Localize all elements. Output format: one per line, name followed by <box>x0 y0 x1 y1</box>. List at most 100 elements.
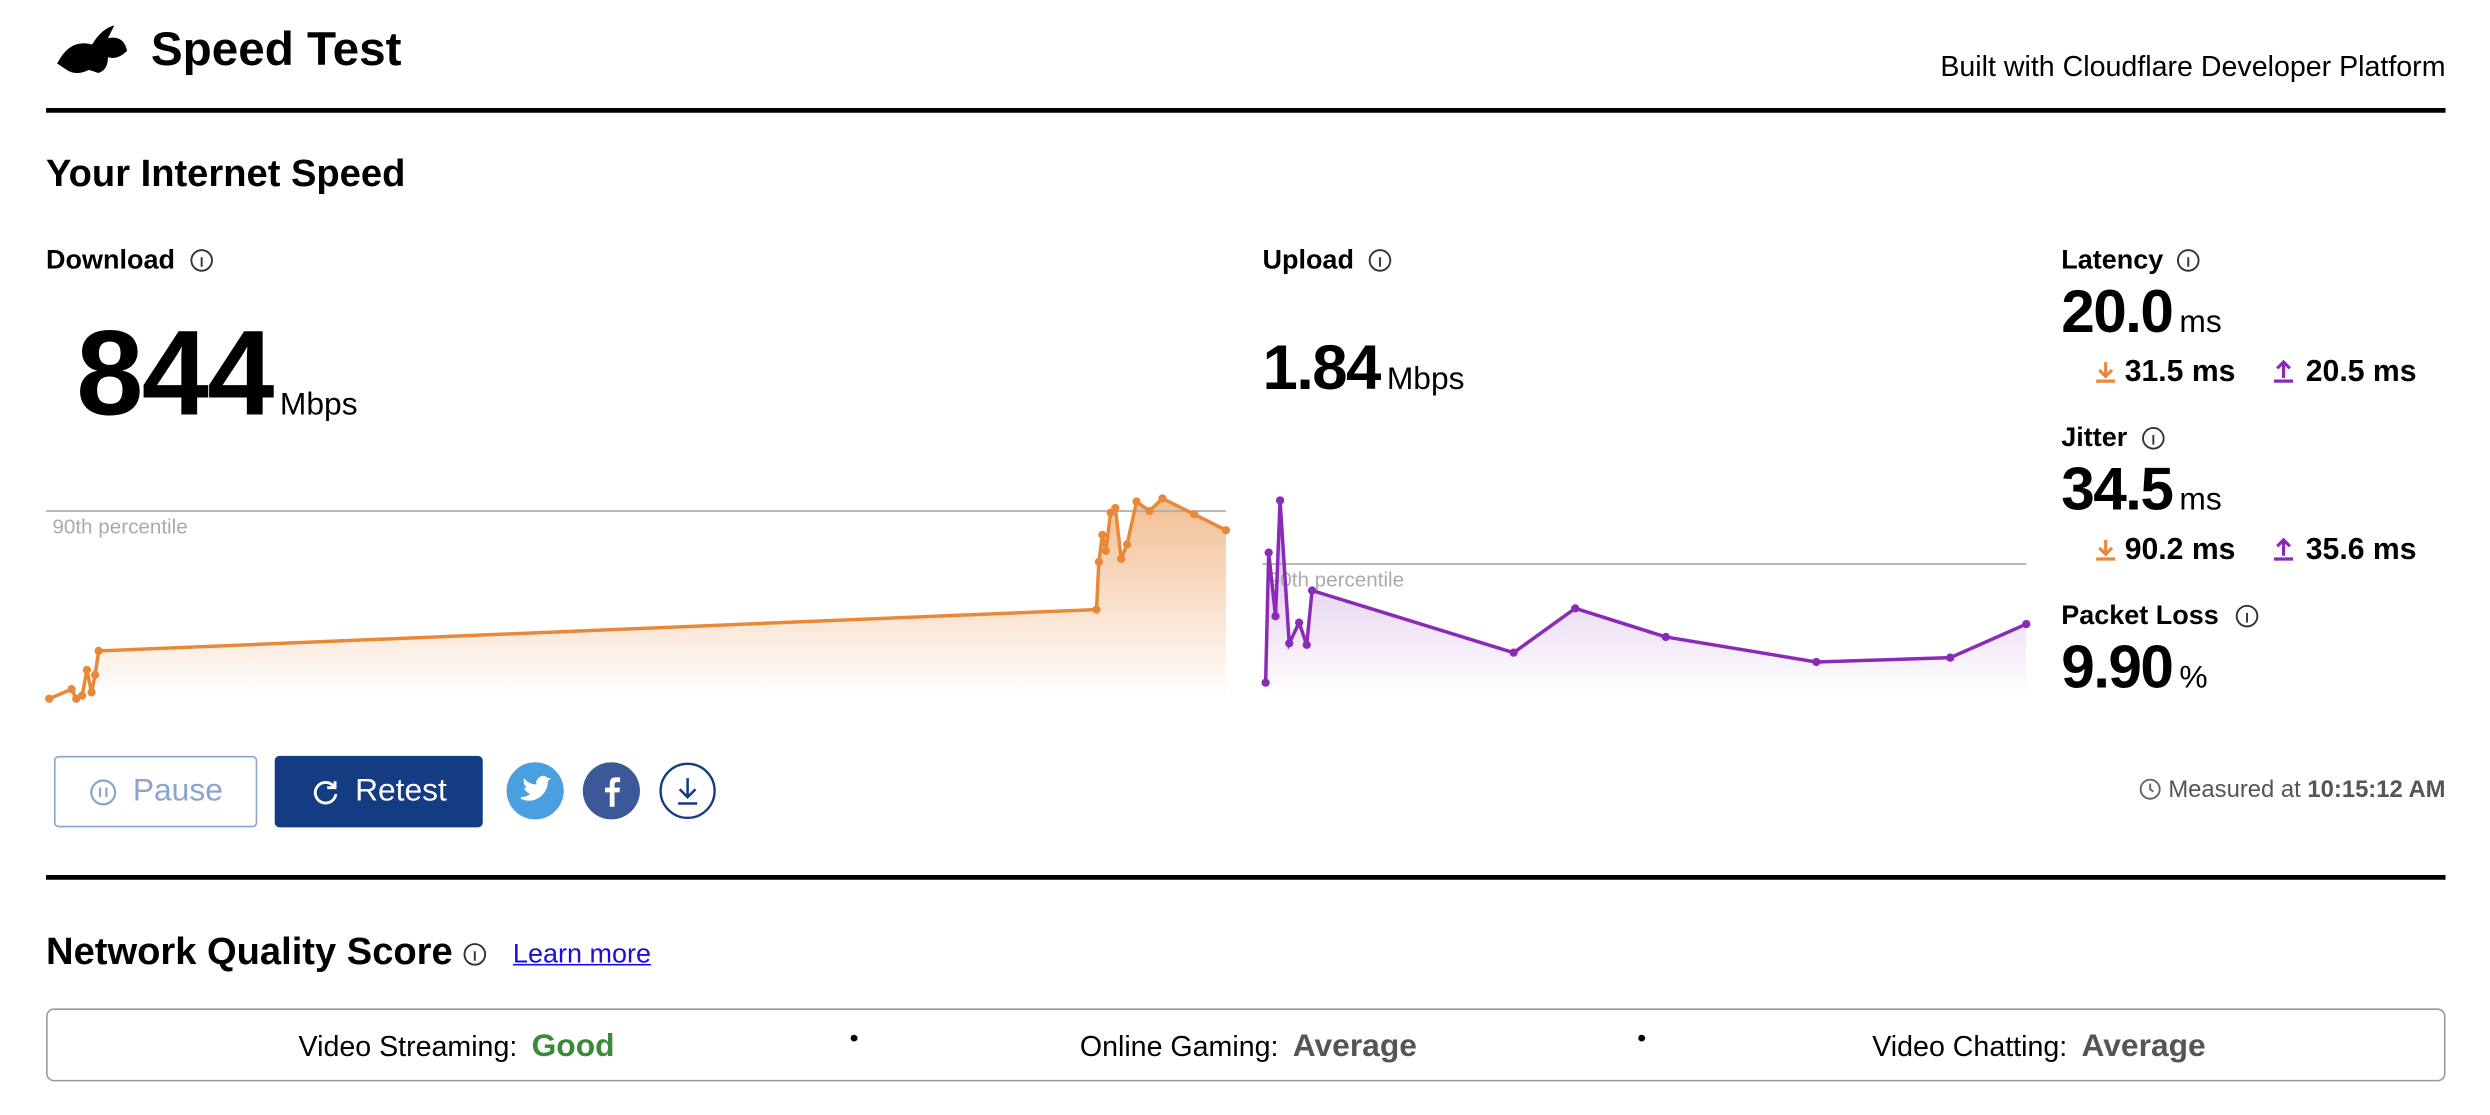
point <box>45 694 54 703</box>
divider <box>46 107 2446 113</box>
percentile-label: 90th percentile <box>52 515 187 538</box>
retest-label: Retest <box>355 773 447 809</box>
clock-icon <box>2140 778 2162 800</box>
download-value: 844 Mbps <box>76 305 357 443</box>
latency-down: 31.5 ms <box>2124 355 2236 390</box>
point <box>1190 510 1199 519</box>
point <box>1098 530 1107 539</box>
point <box>1221 526 1231 535</box>
percentile-label: 90th percentile <box>1269 568 1404 591</box>
point <box>1294 618 1304 627</box>
share-buttons <box>506 762 716 820</box>
quality-label: Video Streaming: <box>298 1030 518 1063</box>
measured-time: 10:15:12 AM <box>2307 776 2446 804</box>
logo <box>57 25 128 74</box>
packet-loss-number: 9.90 <box>2061 635 2174 702</box>
point <box>78 691 87 700</box>
download-button[interactable] <box>659 762 716 820</box>
info-icons <box>190 249 2259 966</box>
point <box>1261 678 1270 687</box>
point <box>2022 619 2031 629</box>
tagline: Built with Cloudflare Developer Platform <box>1940 50 2446 83</box>
jitter-value: 34.5 ms <box>2061 457 2222 525</box>
section-title: Your Internet Speed <box>46 152 406 196</box>
upload-number: 1.84 <box>1262 333 1381 404</box>
jitter-unit: ms <box>2179 482 2222 518</box>
point <box>1571 604 1580 613</box>
point <box>1946 653 1955 662</box>
download-number: 844 <box>76 306 274 442</box>
latency-unit: ms <box>2179 304 2222 340</box>
download-label: Download <box>46 244 176 275</box>
packet-loss-unit: % <box>2179 660 2208 696</box>
pause-button[interactable]: Pause <box>53 755 258 828</box>
twitter-button[interactable] <box>506 762 564 820</box>
latency-up: 20.5 ms <box>2305 355 2417 390</box>
packet-loss-label: Packet Loss <box>2061 600 2219 631</box>
speed-line <box>1263 500 2027 683</box>
pause-icon <box>89 778 116 805</box>
direction-icons <box>2096 359 2294 561</box>
point <box>67 685 76 694</box>
point <box>1132 497 1141 506</box>
quality-box <box>46 1008 2446 1082</box>
point <box>1509 648 1518 657</box>
area <box>1265 500 2027 696</box>
latency-label: Latency <box>2061 244 2164 275</box>
learn-more-link[interactable]: Learn more <box>512 938 651 969</box>
app-title: Speed Test <box>150 23 402 77</box>
point <box>87 688 96 697</box>
point <box>1307 586 1317 595</box>
quality-item: Online Gaming: Average <box>1080 1029 1417 1066</box>
point <box>94 646 103 656</box>
separator: • <box>1637 1025 1647 1053</box>
point <box>82 665 92 675</box>
jitter-down: 90.2 ms <box>2124 533 2236 567</box>
point <box>1117 554 1126 564</box>
point <box>1275 496 1285 505</box>
jitter-number: 34.5 <box>2061 457 2174 525</box>
packet-loss-value: 9.90 % <box>2061 635 2207 703</box>
point <box>1122 540 1132 549</box>
jitter-up: 35.6 ms <box>2305 533 2417 567</box>
measured-label: Measured at <box>2168 776 2301 804</box>
quality-item: Video Streaming: Good <box>299 1029 615 1066</box>
quality-rating: Average <box>2081 1029 2206 1064</box>
facebook-button[interactable] <box>582 762 640 820</box>
point <box>1158 494 1167 503</box>
point <box>1101 546 1111 556</box>
quality-label: Online Gaming: <box>1079 1030 1279 1063</box>
point <box>1094 557 1103 567</box>
point <box>1661 632 1670 642</box>
jitter-label: Jitter <box>2061 422 2128 453</box>
point <box>1145 506 1154 516</box>
point <box>1092 605 1101 614</box>
point <box>1302 640 1311 649</box>
download-unit: Mbps <box>279 387 358 423</box>
quality-label: Video Chatting: <box>1872 1030 2068 1063</box>
retest-button[interactable]: Retest <box>274 755 483 828</box>
upload-value: 1.84 Mbps <box>1262 333 1464 404</box>
point <box>1111 503 1120 513</box>
quality-rating: Good <box>531 1029 615 1064</box>
point <box>90 670 100 680</box>
quality-item: Video Chatting: Average <box>1872 1029 2205 1066</box>
retest-icon <box>313 780 337 804</box>
divider <box>46 874 2446 880</box>
point <box>1271 612 1280 621</box>
upload-label: Upload <box>1262 244 1354 275</box>
upload-unit: Mbps <box>1386 362 1465 397</box>
measured: Measured at 10:15:12 AM <box>2139 776 2446 804</box>
quality-title: Network Quality Score <box>46 930 453 974</box>
area <box>49 498 1226 699</box>
separator: • <box>849 1025 859 1053</box>
point <box>1264 548 1273 557</box>
pause-label: Pause <box>132 773 223 809</box>
latency-value: 20.0 ms <box>2061 279 2222 347</box>
quality-rating: Average <box>1292 1029 1417 1064</box>
latency-number: 20.0 <box>2061 279 2174 347</box>
